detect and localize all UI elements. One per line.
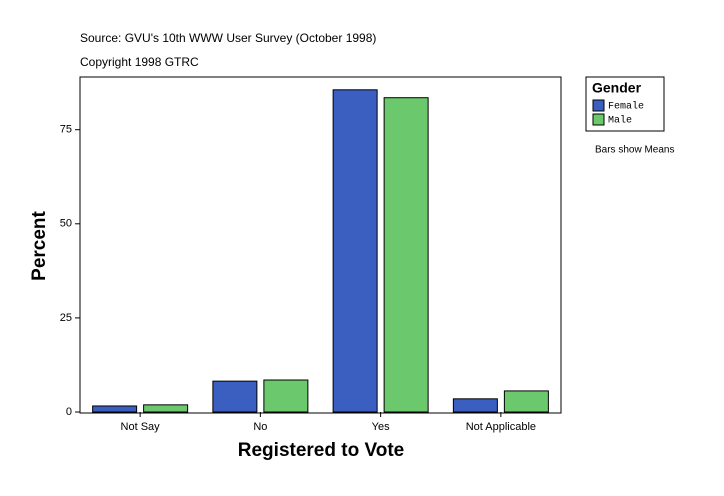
- bar: [332, 89, 378, 413]
- legend-label: Female: [608, 101, 644, 113]
- x-tick-label: Yes: [372, 421, 390, 433]
- x-tick-label: No: [253, 421, 267, 433]
- legend-title: Gender: [592, 80, 642, 96]
- y-tick-label: 25: [60, 312, 72, 324]
- x-axis-label: Registered to Vote: [238, 440, 404, 461]
- y-tick-label: 50: [60, 218, 72, 230]
- bar: [383, 97, 429, 413]
- bar: [452, 398, 498, 413]
- bar: [212, 380, 258, 413]
- x-tick-label: Not Applicable: [466, 421, 536, 433]
- bar: [503, 390, 549, 413]
- y-tick-label: 75: [60, 124, 72, 136]
- copyright: Copyright 1998 GTRC: [80, 55, 199, 69]
- y-axis-label: Percent: [29, 210, 50, 280]
- legend-label: Male: [608, 115, 632, 127]
- note: Bars show Means: [595, 145, 674, 156]
- bar: [92, 405, 138, 413]
- plot-area: [79, 76, 562, 414]
- y-tick-label: 0: [66, 406, 72, 418]
- legend-swatch: [592, 99, 605, 112]
- bar: [263, 379, 309, 413]
- legend-swatch: [592, 113, 605, 126]
- source: Source: GVU's 10th WWW User Survey (Octo…: [80, 31, 376, 45]
- bar: [143, 404, 189, 413]
- x-tick-label: Not Say: [121, 421, 161, 433]
